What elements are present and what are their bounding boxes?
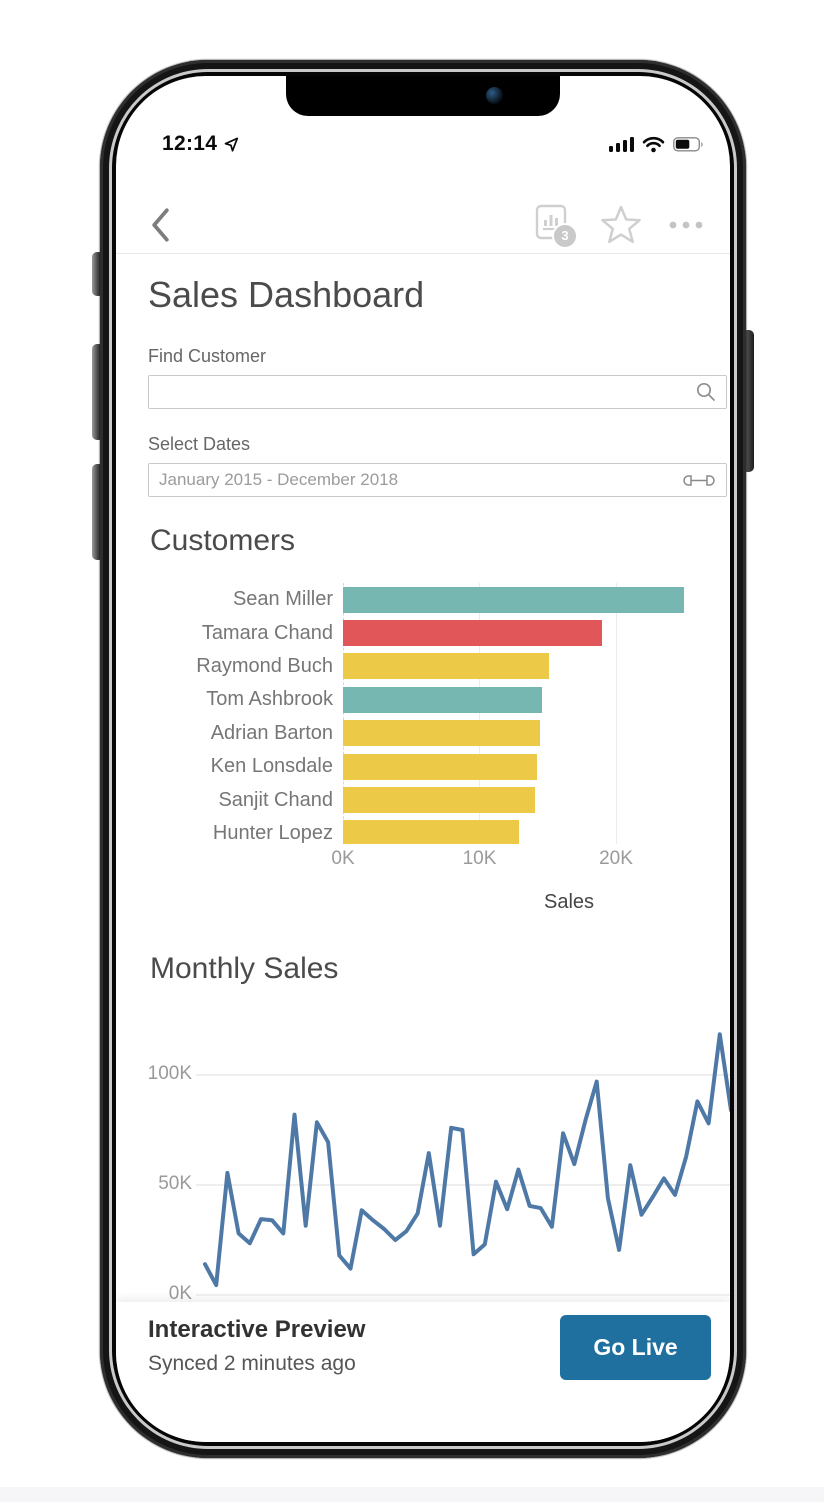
- bar-row[interactable]: Sanjit Chand: [148, 783, 730, 816]
- bar-category-label: Hunter Lopez: [212, 821, 333, 844]
- favorite-button[interactable]: [594, 198, 648, 252]
- ellipsis-icon: [669, 221, 703, 228]
- more-button[interactable]: [664, 216, 708, 234]
- find-customer-input[interactable]: [149, 382, 695, 402]
- bar-category-label: Tom Ashbrook: [206, 688, 333, 711]
- page-background-strip: [0, 1487, 824, 1502]
- bar-chart-x-ticks: 0K 10K 20K: [148, 848, 730, 872]
- customers-bar-chart[interactable]: Sean Miller Tamara Chand Raymond Buch Tom A…: [148, 583, 730, 844]
- back-button[interactable]: [146, 203, 175, 247]
- metrics-button[interactable]: 3: [528, 199, 578, 251]
- status-time: 12:14: [162, 132, 218, 155]
- select-dates-value: January 2015 - December 2018: [159, 470, 399, 489]
- bar-mark[interactable]: [343, 686, 543, 713]
- wifi-icon: [642, 136, 665, 152]
- notch: [286, 76, 560, 116]
- bar-mark[interactable]: [343, 653, 550, 680]
- footer-sync-status: Synced 2 minutes ago: [148, 1352, 356, 1375]
- bar-row[interactable]: Adrian Barton: [148, 717, 730, 750]
- bar-row[interactable]: Ken Lonsdale: [148, 750, 730, 783]
- bar-row[interactable]: Raymond Buch: [148, 650, 730, 683]
- cellular-signal-icon: [608, 136, 634, 152]
- front-camera: [486, 87, 503, 104]
- y-tick-0k: 0K: [168, 1283, 192, 1304]
- sales-line-series[interactable]: [203, 1032, 730, 1288]
- bar-x-tick-label: 0K: [331, 848, 355, 869]
- bar-mark[interactable]: [343, 586, 685, 613]
- bar-mark[interactable]: [343, 620, 603, 647]
- bar-category-label: Sean Miller: [232, 588, 333, 611]
- customers-section-title: Customers: [150, 524, 296, 557]
- find-customer-label: Find Customer: [148, 346, 267, 366]
- bar-mark[interactable]: [343, 753, 537, 780]
- range-slider-icon: [681, 472, 717, 489]
- bar-gridline: [479, 583, 481, 844]
- bar-category-label: Tamara Chand: [201, 621, 333, 644]
- bar-category-label: Raymond Buch: [196, 654, 333, 677]
- bar-category-label: Ken Lonsdale: [210, 755, 333, 778]
- preview-footer: Interactive Preview Synced 2 minutes ago…: [116, 1302, 730, 1442]
- search-icon[interactable]: [695, 381, 717, 403]
- y-tick-50k: 50K: [158, 1173, 192, 1194]
- chevron-left-icon: [152, 207, 169, 242]
- star-icon: [601, 205, 641, 243]
- bar-row[interactable]: Tom Ashbrook: [148, 683, 730, 716]
- bar-mark[interactable]: [343, 820, 520, 844]
- bar-category-label: Adrian Barton: [210, 721, 333, 744]
- page-title: Sales Dashboard: [148, 274, 425, 315]
- bar-row[interactable]: Tamara Chand: [148, 616, 730, 649]
- bar-category-label: Sanjit Chand: [218, 788, 333, 811]
- y-tick-100k: 100K: [147, 1063, 192, 1084]
- bar-gridline: [343, 583, 344, 844]
- battery-icon: [673, 136, 703, 152]
- bar-x-tick-label: 10K: [462, 848, 497, 869]
- status-bar: 12:14: [116, 128, 730, 160]
- select-dates-label: Select Dates: [148, 434, 251, 454]
- select-dates-field[interactable]: January 2015 - December 2018: [148, 463, 727, 497]
- bar-mark[interactable]: [343, 787, 536, 814]
- monthly-sales-section-title: Monthly Sales: [150, 952, 339, 985]
- bar-row[interactable]: Sean Miller: [148, 583, 730, 616]
- bar-chart-gridlines: [343, 583, 730, 844]
- go-live-button[interactable]: Go Live: [560, 1315, 711, 1380]
- bar-gridline: [615, 583, 617, 844]
- phone-frame: 12:14: [100, 60, 746, 1458]
- location-arrow-icon: [224, 137, 239, 152]
- phone-screen: 12:14: [116, 76, 730, 1442]
- bar-row[interactable]: Hunter Lopez: [148, 817, 730, 844]
- bar-chart-axis-title: Sales: [543, 891, 595, 913]
- nav-bar: 3: [116, 196, 730, 254]
- footer-title: Interactive Preview: [148, 1316, 366, 1343]
- bar-mark[interactable]: [343, 720, 540, 747]
- monthly-sales-line-chart[interactable]: [196, 1021, 730, 1302]
- find-customer-field: [148, 375, 727, 409]
- bar-x-tick-label: 20K: [599, 848, 633, 869]
- metrics-badge: 3: [552, 222, 578, 249]
